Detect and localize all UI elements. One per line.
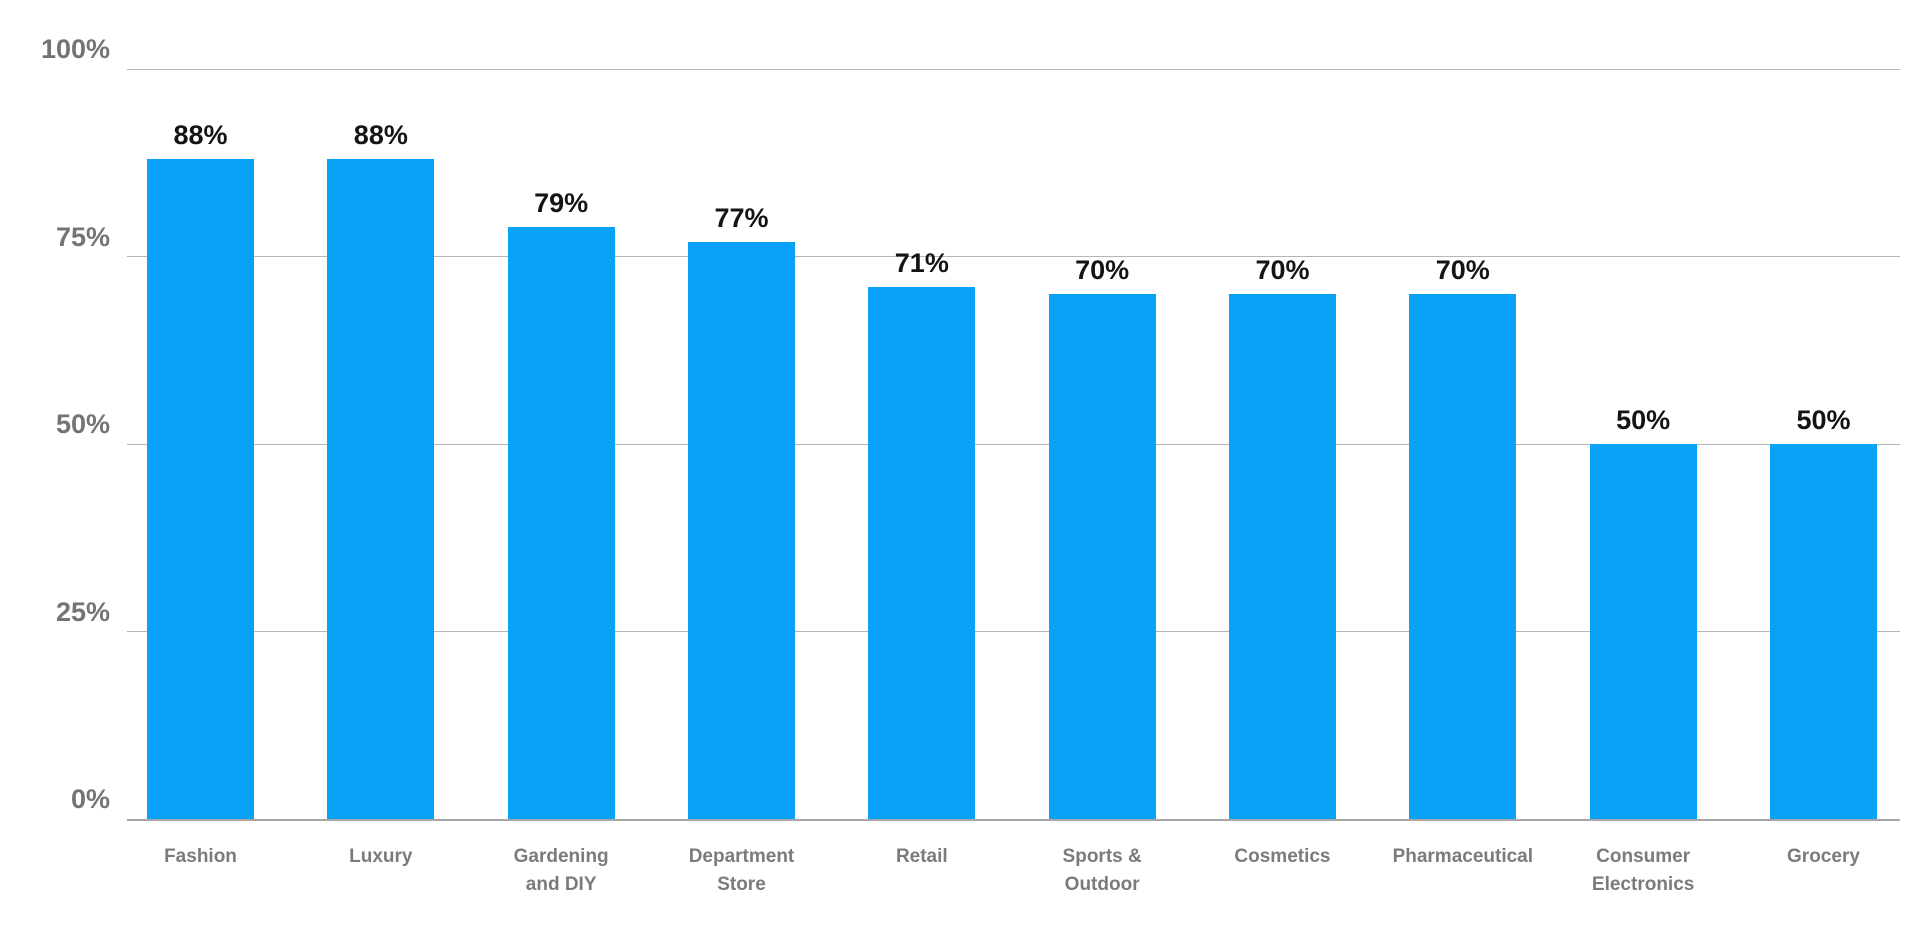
bar: [687, 241, 795, 819]
bar-value-label: 70%: [1075, 255, 1130, 285]
bar-category-label: Consumer Electronics: [1591, 846, 1695, 895]
gridline: [127, 443, 1900, 445]
bar-category-label: Cosmetics: [1234, 846, 1331, 867]
bar-value-label: 88%: [353, 120, 408, 150]
y-axis-tick-label: 100%: [40, 34, 110, 64]
bar-category-label: Grocery: [1787, 846, 1860, 867]
bar-value-label: 50%: [1616, 405, 1671, 435]
bar-value-label: 70%: [1435, 255, 1490, 285]
bar: [147, 159, 254, 819]
bar: [1589, 444, 1697, 819]
y-axis-tick-label: 75%: [55, 221, 110, 252]
y-axis-tick-label: 0%: [70, 784, 110, 814]
gridline: [127, 631, 1900, 632]
bar-category-label: Pharmaceutical: [1392, 846, 1534, 867]
bar: [327, 159, 435, 819]
gridline: [127, 68, 1900, 70]
x-axis-baseline: [127, 819, 1900, 821]
bar-category-label: Sports & Outdoor: [1062, 846, 1142, 895]
bar-value-label: 77%: [714, 202, 769, 233]
bar-value-label: 79%: [534, 187, 589, 218]
y-axis-tick-label: 25%: [55, 596, 110, 627]
bar: [1769, 444, 1877, 819]
bar-value-label: 71%: [894, 247, 949, 278]
bar-category-label: Luxury: [349, 846, 413, 867]
bar: [868, 286, 976, 819]
bar-category-label: Fashion: [164, 846, 237, 867]
bar: [1048, 294, 1156, 819]
bar-value-label: 88%: [173, 120, 228, 150]
gridline: [127, 256, 1900, 257]
bar-category-label: Retail: [895, 846, 948, 867]
bar-category-label: Department Store: [688, 846, 795, 895]
y-axis-tick-label: 50%: [55, 409, 110, 439]
bar: [507, 226, 615, 819]
bar: [1228, 294, 1336, 819]
bar-category-label: Gardening and DIY: [513, 846, 609, 895]
bar-value-label: 70%: [1255, 255, 1310, 285]
bar-value-label: 50%: [1796, 405, 1851, 435]
bar: [1409, 294, 1517, 819]
